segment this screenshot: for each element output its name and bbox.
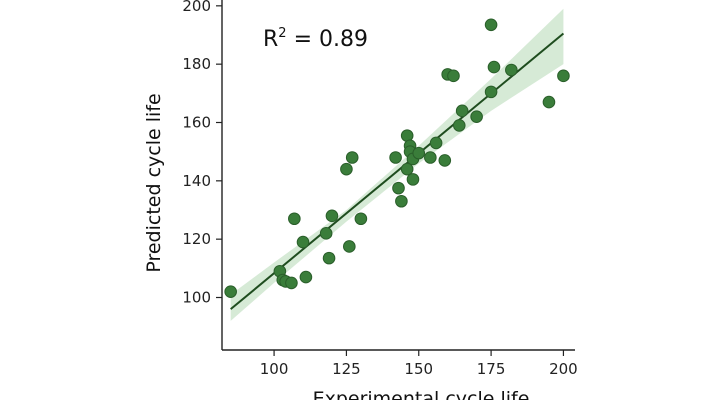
data-point-10: [322, 251, 336, 265]
data-point-5: [285, 276, 298, 290]
x-tick-label-100: 100: [260, 360, 289, 378]
data-point-39: [557, 69, 570, 83]
data-point-16: [389, 151, 402, 164]
confidence-band-layer: [230, 8, 564, 321]
data-point-36: [487, 60, 501, 74]
y-tick-label-100: 100: [182, 289, 211, 307]
x-axis-title: Experimental cycle life: [313, 388, 530, 400]
data-point-9: [319, 227, 333, 240]
data-point-30: [447, 69, 460, 83]
fit-line-layer: [230, 32, 565, 310]
data-point-7: [296, 235, 310, 249]
data-points-layer: [224, 18, 570, 298]
x-tick-label-200: 200: [549, 360, 578, 378]
r-squared-value: = 0.89: [287, 27, 368, 52]
data-point-31: [452, 119, 466, 132]
confidence-band: [230, 8, 564, 321]
data-point-28: [438, 154, 452, 167]
y-tick-label-120: 120: [182, 230, 211, 248]
data-point-26: [424, 151, 437, 164]
data-point-35: [484, 85, 498, 99]
data-point-11: [325, 209, 339, 223]
data-point-24: [406, 173, 420, 186]
y-tick-label-140: 140: [182, 172, 211, 190]
data-point-33: [470, 110, 483, 123]
data-point-12: [340, 162, 353, 176]
data-point-25: [412, 146, 426, 160]
data-point-14: [345, 151, 359, 164]
data-point-15: [354, 212, 368, 226]
data-point-20: [400, 162, 414, 176]
data-point-8: [299, 270, 313, 284]
data-point-17: [392, 181, 405, 195]
data-point-13: [343, 240, 356, 253]
regression-line: [230, 32, 565, 310]
x-tick-label-150: 150: [404, 360, 433, 378]
y-axis-title: Predicted cycle life: [143, 93, 165, 272]
data-point-38: [542, 95, 556, 109]
data-point-37: [505, 63, 518, 77]
r-squared-superscript: 2: [278, 26, 286, 41]
axes-layer: [221, 0, 575, 351]
data-point-18: [395, 194, 408, 208]
y-tick-label-200: 200: [182, 0, 211, 15]
r-squared-annotation: R2 = 0.89: [263, 26, 368, 52]
x-tick-label-175: 175: [477, 360, 506, 378]
y-tick-label-160: 160: [182, 114, 211, 132]
data-point-32: [455, 104, 469, 118]
data-point-27: [429, 136, 443, 150]
x-tick-label-125: 125: [332, 360, 361, 378]
y-tick-label-180: 180: [182, 55, 211, 73]
r-squared-base: R: [263, 27, 278, 52]
data-point-34: [484, 18, 498, 32]
ticks-layer: 100 125 150 175 200 100 120 140 160 180 200: [182, 0, 577, 378]
data-point-6: [288, 212, 301, 226]
data-point-1: [224, 285, 237, 298]
